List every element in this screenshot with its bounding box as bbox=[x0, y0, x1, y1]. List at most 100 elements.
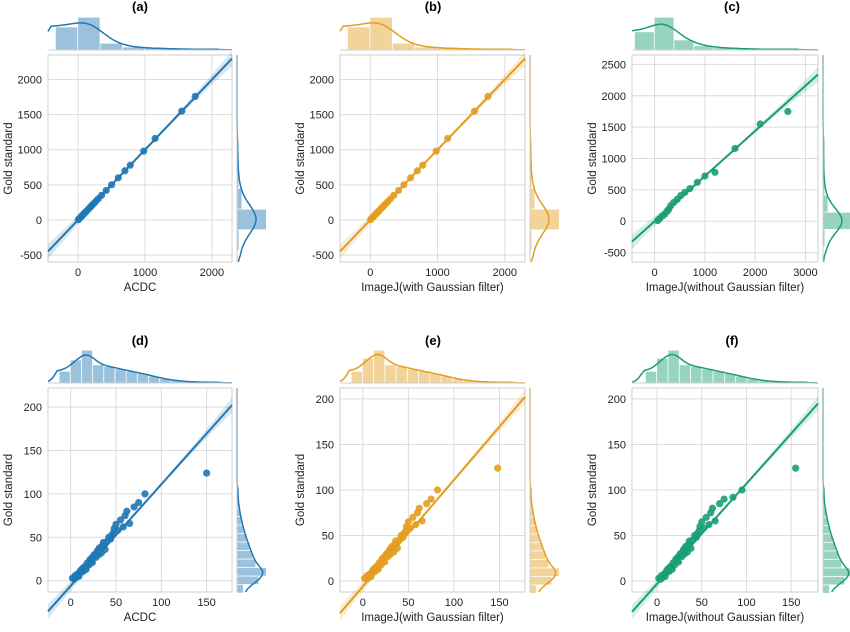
right-histogram-bar bbox=[530, 576, 552, 585]
right-histogram-bar bbox=[823, 229, 825, 247]
data-point bbox=[792, 464, 800, 472]
top-histogram-bar bbox=[430, 373, 441, 383]
data-point bbox=[470, 107, 479, 115]
top-histogram-bar bbox=[694, 46, 714, 50]
x-tick-label: 100 bbox=[445, 597, 463, 609]
data-point bbox=[406, 524, 414, 532]
plot-frame bbox=[631, 387, 819, 593]
right-histogram-bar bbox=[237, 550, 253, 559]
right-histogram-bar bbox=[823, 585, 830, 594]
top-histogram-bar bbox=[347, 27, 370, 50]
data-point bbox=[119, 523, 127, 531]
data-point bbox=[140, 147, 148, 155]
right-histogram-bar bbox=[530, 542, 543, 551]
plot-frame bbox=[47, 387, 233, 593]
right-histogram-bar bbox=[823, 508, 827, 517]
top-histogram-bar bbox=[452, 379, 464, 383]
right-kde-curve bbox=[236, 55, 257, 263]
chart-panel-1: (b) 0 1000 2000 -500 0 500 1000 1500 2000 ImageJ(w… bbox=[295, 0, 560, 294]
right-histogram-bar bbox=[823, 551, 839, 560]
data-point bbox=[418, 517, 426, 525]
right-histogram-bar bbox=[237, 188, 242, 209]
top-histogram-bar bbox=[374, 350, 385, 383]
y-tick-label: 500 bbox=[608, 185, 626, 197]
top-kde-curve bbox=[339, 353, 526, 384]
right-histogram-bar bbox=[237, 567, 267, 576]
x-tick-label: 0 bbox=[652, 267, 658, 279]
right-histogram-bar bbox=[530, 500, 532, 509]
data-point bbox=[738, 486, 746, 494]
right-histogram-bar bbox=[823, 568, 850, 577]
y-tick-label: 1500 bbox=[602, 122, 626, 134]
data-point bbox=[400, 181, 408, 189]
data-point bbox=[409, 513, 417, 521]
data-point bbox=[412, 521, 420, 529]
panel-title: (f) bbox=[726, 333, 739, 348]
plot-frame bbox=[339, 54, 526, 263]
right-histogram-bar bbox=[823, 178, 825, 195]
x-tick-label: 50 bbox=[402, 597, 414, 609]
data-point bbox=[693, 178, 701, 186]
top-histogram-bar bbox=[93, 365, 104, 383]
x-tick-label: 0 bbox=[654, 597, 660, 609]
top-histogram-bar bbox=[385, 365, 396, 383]
y-tick-label: 0 bbox=[620, 216, 626, 228]
data-point bbox=[444, 134, 452, 143]
data-point bbox=[394, 186, 403, 195]
top-kde-curve bbox=[47, 22, 233, 51]
x-tick-label: 3000 bbox=[793, 267, 817, 279]
y-axis-label: Gold standard bbox=[295, 454, 307, 526]
data-point bbox=[419, 161, 427, 169]
top-histogram-bar bbox=[407, 369, 419, 383]
data-point bbox=[681, 188, 689, 196]
data-point bbox=[101, 545, 109, 554]
y-tick-label: 0 bbox=[36, 576, 42, 588]
data-point bbox=[393, 544, 402, 552]
x-axis-label: ACDC bbox=[124, 282, 157, 294]
top-kde-curve bbox=[631, 23, 819, 51]
top-histogram-bar bbox=[126, 371, 137, 383]
right-histogram-bar bbox=[823, 576, 845, 585]
y-axis-label: Gold standard bbox=[3, 454, 15, 526]
x-axis-label: ACDC bbox=[124, 612, 157, 624]
right-histogram-bar bbox=[823, 559, 842, 568]
right-histogram-bar bbox=[237, 576, 259, 585]
y-tick-label: -500 bbox=[20, 250, 42, 262]
y-tick-label: 1500 bbox=[310, 110, 334, 122]
data-point bbox=[125, 519, 134, 528]
data-point bbox=[708, 504, 717, 512]
top-histogram-bar bbox=[370, 17, 392, 51]
right-histogram-bar bbox=[237, 230, 239, 251]
right-histogram-bar bbox=[237, 209, 267, 230]
y-axis-label: Gold standard bbox=[587, 454, 599, 526]
data-point bbox=[390, 191, 398, 199]
data-point bbox=[705, 521, 713, 529]
top-kde-curve bbox=[631, 353, 819, 384]
x-tick-label: 100 bbox=[152, 597, 170, 609]
top-histogram-bar bbox=[668, 350, 679, 383]
top-histogram-bar bbox=[160, 379, 171, 383]
top-histogram-bar bbox=[475, 381, 486, 383]
data-point bbox=[699, 524, 708, 532]
data-point bbox=[121, 167, 129, 175]
y-tick-label: 150 bbox=[316, 439, 334, 451]
data-point bbox=[711, 517, 719, 525]
top-histogram-bar bbox=[634, 32, 654, 50]
x-tick-label: 0 bbox=[75, 267, 81, 279]
x-axis-label: ImageJ(with Gaussian filter) bbox=[361, 282, 504, 294]
top-histogram-bar bbox=[645, 371, 657, 383]
data-point bbox=[112, 520, 120, 528]
top-histogram-bar bbox=[690, 366, 702, 383]
y-tick-label: 50 bbox=[322, 531, 334, 543]
x-tick-label: 1000 bbox=[425, 267, 449, 279]
top-histogram-bar bbox=[362, 358, 374, 383]
top-histogram-bar bbox=[674, 40, 694, 50]
x-tick-label: 0 bbox=[360, 597, 366, 609]
y-tick-label: 100 bbox=[316, 485, 334, 497]
top-histogram-bar bbox=[441, 376, 452, 383]
right-histogram-bar bbox=[823, 534, 833, 543]
data-point bbox=[711, 168, 719, 176]
y-tick-label: 50 bbox=[614, 531, 626, 543]
data-point bbox=[114, 174, 122, 182]
y-tick-label: 0 bbox=[328, 215, 334, 227]
